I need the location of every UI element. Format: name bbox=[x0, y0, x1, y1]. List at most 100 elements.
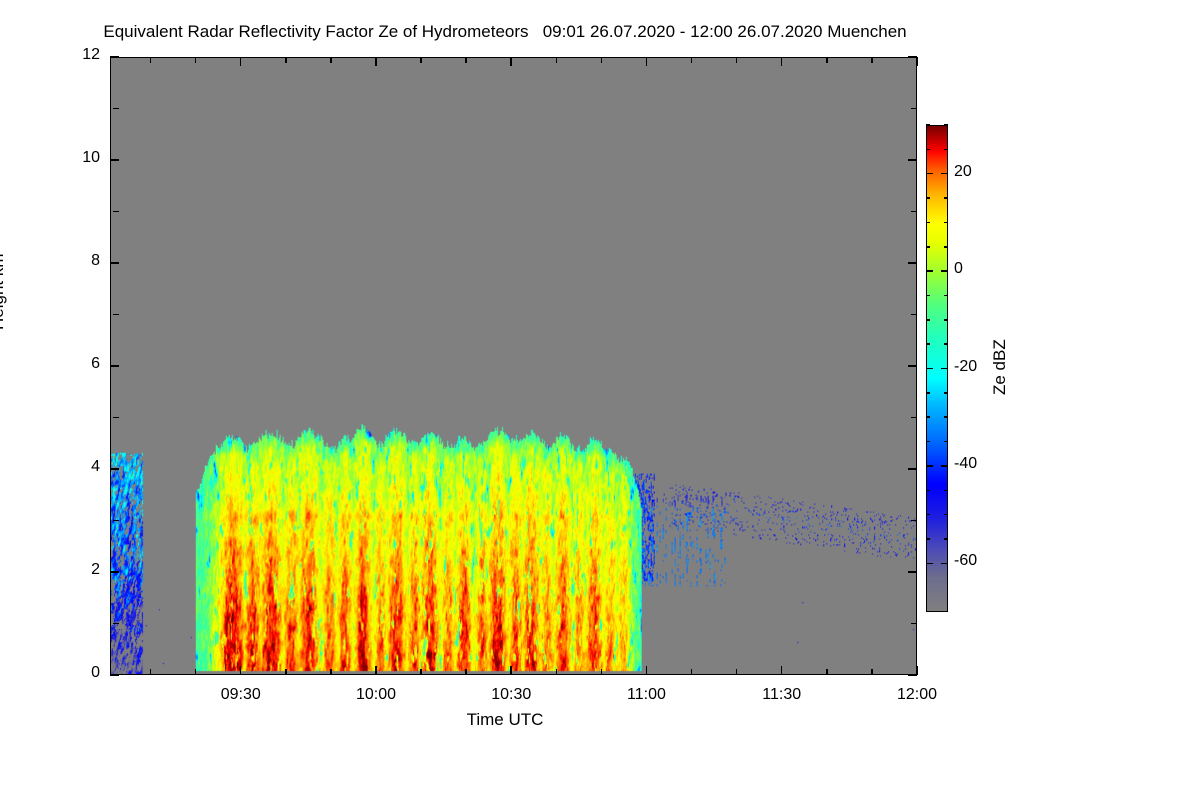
colorbar-tick-left bbox=[926, 172, 933, 175]
x-tick bbox=[375, 666, 377, 675]
x-tick-top bbox=[420, 57, 422, 63]
x-tick-top bbox=[239, 57, 242, 66]
x-tick bbox=[826, 669, 828, 675]
x-tick-top bbox=[555, 57, 558, 63]
x-tick-label: 11:30 bbox=[762, 686, 802, 703]
y-tick bbox=[113, 313, 119, 316]
x-tick-top bbox=[826, 57, 828, 63]
x-tick bbox=[600, 669, 603, 675]
x-tick bbox=[735, 669, 738, 675]
x-tick-top bbox=[600, 57, 603, 63]
x-tick bbox=[645, 666, 648, 675]
x-tick-top bbox=[194, 57, 197, 63]
colorbar-tick bbox=[944, 246, 948, 248]
y-tick-label: 0 bbox=[91, 664, 100, 681]
y-tick bbox=[113, 107, 119, 110]
colorbar-tick bbox=[944, 197, 948, 199]
x-tick-top bbox=[465, 57, 467, 63]
x-tick bbox=[690, 669, 693, 675]
colorbar-tick-label: 20 bbox=[954, 162, 972, 180]
colorbar-tick-left bbox=[926, 246, 930, 248]
x-tick bbox=[420, 669, 422, 675]
y-tick-right bbox=[908, 56, 917, 58]
y-tick-right bbox=[911, 622, 917, 625]
x-tick-top bbox=[149, 57, 152, 63]
colorbar-tick-label: -20 bbox=[954, 357, 978, 375]
colorbar-tick-left bbox=[926, 465, 933, 467]
x-tick bbox=[780, 666, 783, 675]
colorbar-tick bbox=[944, 538, 948, 540]
colorbar-tick-left bbox=[926, 489, 930, 491]
y-tick-label: 2 bbox=[91, 561, 100, 578]
x-tick-top bbox=[510, 57, 512, 66]
x-tick-top bbox=[285, 57, 287, 63]
colorbar-tick-left bbox=[926, 221, 930, 224]
y-tick-label: 4 bbox=[91, 458, 100, 475]
colorbar-tick-label: 0 bbox=[954, 260, 963, 278]
x-tick bbox=[916, 666, 918, 675]
y-tick-label: 6 bbox=[91, 355, 100, 372]
x-tick bbox=[285, 669, 287, 675]
x-tick bbox=[194, 669, 197, 675]
page-title: Equivalent Radar Reflectivity Factor Ze … bbox=[103, 22, 907, 41]
x-tick-top bbox=[780, 57, 783, 66]
y-tick bbox=[110, 571, 119, 573]
colorbar-tick bbox=[944, 148, 948, 151]
y-tick bbox=[110, 159, 119, 161]
colorbar-tick-left bbox=[926, 367, 933, 370]
x-tick-label: 09:30 bbox=[220, 686, 261, 703]
colorbar-tick bbox=[944, 489, 948, 491]
y-tick-right bbox=[911, 313, 917, 316]
colorbar-tick-left bbox=[926, 440, 930, 443]
colorbar-tick-left bbox=[926, 392, 930, 394]
y-tick-label: 8 bbox=[91, 252, 100, 269]
colorbar-tick bbox=[941, 270, 948, 272]
x-tick-top bbox=[735, 57, 738, 63]
y-tick-right bbox=[908, 571, 917, 573]
colorbar-tick bbox=[941, 562, 948, 565]
y-tick-right bbox=[908, 262, 917, 264]
y-tick-label: 10 bbox=[82, 149, 100, 166]
y-tick-right bbox=[911, 107, 917, 110]
x-tick bbox=[465, 669, 467, 675]
colorbar-tick-left bbox=[926, 197, 930, 199]
x-tick-top bbox=[916, 57, 918, 66]
y-tick bbox=[110, 468, 119, 470]
colorbar-tick-left bbox=[926, 538, 930, 540]
x-tick bbox=[555, 669, 558, 675]
x-tick bbox=[149, 669, 152, 675]
colorbar-tick-label: -40 bbox=[954, 454, 978, 472]
y-tick-right bbox=[911, 519, 917, 522]
colorbar-tick bbox=[944, 440, 948, 443]
colorbar-tick-left bbox=[926, 343, 930, 345]
colorbar-tick bbox=[944, 416, 948, 418]
x-tick-top bbox=[330, 57, 332, 63]
y-axis-title: Height km bbox=[0, 253, 7, 330]
colorbar-tick-left bbox=[926, 319, 930, 321]
colorbar-tick-left bbox=[926, 148, 930, 151]
y-tick-label: 12 bbox=[82, 46, 100, 63]
y-tick bbox=[113, 622, 119, 625]
y-tick-right bbox=[908, 674, 917, 676]
y-tick bbox=[110, 674, 119, 676]
y-tick bbox=[110, 56, 119, 58]
x-tick-label: 12:00 bbox=[896, 686, 938, 703]
x-tick-top bbox=[645, 57, 648, 66]
colorbar-tick-label: -60 bbox=[954, 552, 978, 570]
colorbar-tick bbox=[941, 172, 948, 175]
colorbar-tick-left bbox=[926, 270, 933, 272]
colorbar-tick-left bbox=[926, 562, 933, 565]
colorbar-tick bbox=[944, 392, 948, 394]
x-tick bbox=[239, 666, 242, 675]
x-tick-label: 11:00 bbox=[627, 686, 666, 703]
x-axis-title: Time UTC bbox=[466, 710, 544, 729]
y-tick bbox=[113, 416, 119, 419]
colorbar-tick bbox=[944, 319, 948, 321]
x-tick-label: 10:00 bbox=[355, 686, 396, 703]
x-tick-label: 10:30 bbox=[491, 686, 532, 703]
colorbar-tick bbox=[944, 343, 948, 345]
colorbar-gradient bbox=[927, 126, 947, 611]
y-tick bbox=[110, 262, 119, 264]
colorbar-tick bbox=[941, 465, 948, 467]
y-tick bbox=[113, 210, 119, 213]
